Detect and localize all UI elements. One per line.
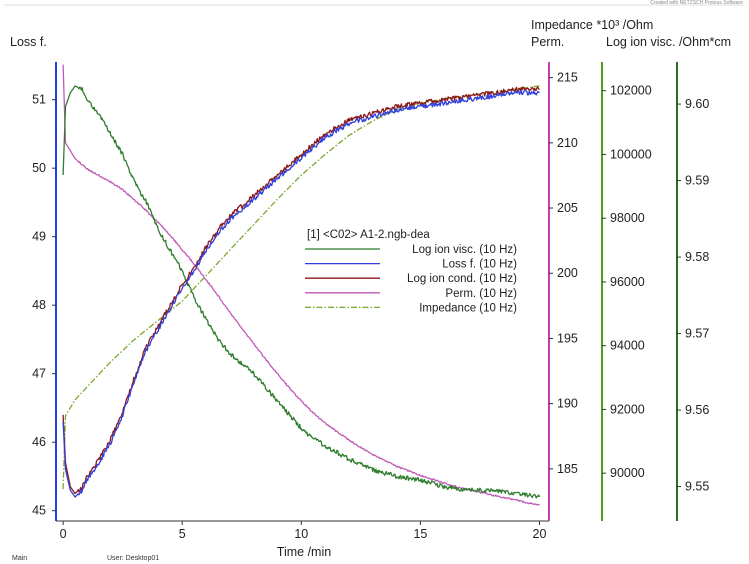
impedance-tick-label: 90000 — [610, 466, 645, 480]
series-impedance — [62, 85, 540, 490]
perm-tick-label: 205 — [557, 201, 578, 215]
perm-tick-label: 200 — [557, 266, 578, 280]
impedance-axis-label: Impedance *10³ /Ohm — [531, 18, 653, 32]
legend-label: Perm. (10 Hz) — [445, 288, 517, 300]
left-tick-label: 49 — [32, 230, 46, 244]
visc-tick-label: 9.56 — [685, 403, 709, 417]
x-tick-label: 0 — [60, 527, 67, 541]
perm-tick-label: 215 — [557, 71, 578, 85]
visc-axis-label: Log ion visc. /Ohm*cm — [606, 35, 731, 49]
impedance-tick-label: 96000 — [610, 275, 645, 289]
x-tick-label: 15 — [413, 527, 427, 541]
legend-label: Log ion cond. (10 Hz) — [407, 273, 517, 285]
left-axis-label: Loss f. — [10, 35, 47, 49]
legend-label: Impedance (10 Hz) — [419, 302, 517, 314]
left-tick-label: 45 — [32, 504, 46, 518]
left-tick-label: 51 — [32, 93, 46, 107]
visc-tick-label: 9.59 — [685, 174, 709, 188]
left-tick-label: 48 — [32, 298, 46, 312]
impedance-tick-label: 100000 — [610, 147, 652, 161]
impedance-tick-label: 102000 — [610, 84, 652, 98]
visc-tick-label: 9.57 — [685, 327, 709, 341]
impedance-tick-label: 98000 — [610, 211, 645, 225]
left-tick-label: 50 — [32, 161, 46, 175]
footer-main: Main — [12, 555, 28, 562]
x-tick-label: 5 — [179, 527, 186, 541]
series-log-ion-cond — [62, 86, 540, 495]
impedance-tick-label: 92000 — [610, 402, 645, 416]
visc-tick-label: 9.60 — [685, 97, 709, 111]
visc-tick-label: 9.55 — [685, 480, 709, 494]
x-tick-label: 10 — [294, 527, 308, 541]
series-loss-f — [62, 90, 540, 498]
perm-tick-label: 190 — [557, 397, 578, 411]
perm-axis-label: Perm. — [531, 35, 564, 49]
legend-label: Log ion visc. (10 Hz) — [412, 244, 517, 256]
perm-tick-label: 185 — [557, 462, 578, 476]
x-axis-label: Time /min — [277, 545, 331, 559]
perm-tick-label: 195 — [557, 331, 578, 345]
x-tick-label: 20 — [533, 527, 547, 541]
legend-label: Loss f. (10 Hz) — [442, 259, 517, 271]
legend-title: [1] <C02> A1-2.ngb-dea — [307, 229, 430, 241]
software-watermark: Created with NETZSCH Proteus Software — [650, 0, 743, 6]
series-log-ion-visc — [62, 85, 541, 499]
left-tick-label: 46 — [32, 435, 46, 449]
perm-tick-label: 210 — [557, 136, 578, 150]
footer-user: User: Desktop01 — [107, 555, 160, 562]
left-tick-label: 47 — [32, 367, 46, 381]
impedance-tick-label: 94000 — [610, 339, 645, 353]
series-perm — [62, 64, 540, 506]
visc-tick-label: 9.58 — [685, 250, 709, 264]
